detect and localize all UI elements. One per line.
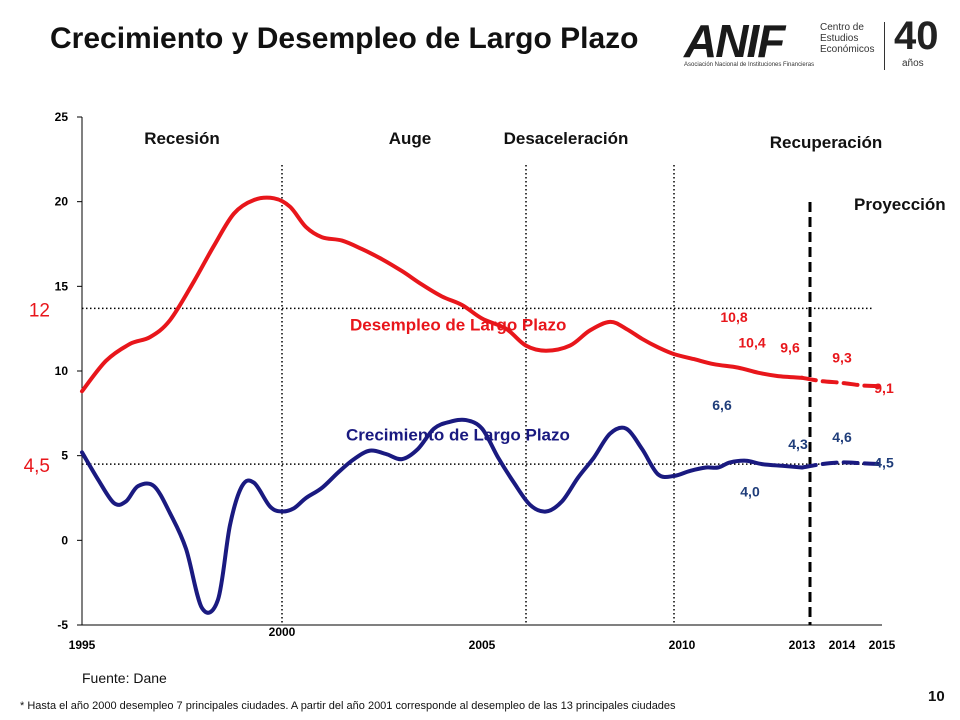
- reference-label: 4,5: [24, 456, 50, 477]
- series-label: Desempleo de Largo Plazo: [350, 315, 566, 334]
- projection-series-line: [800, 375, 884, 389]
- reference-label: 12: [29, 300, 50, 321]
- page-number: 10: [928, 688, 945, 705]
- data-label: 4,5: [874, 455, 894, 471]
- logo-anniversary-unit: años: [902, 58, 924, 69]
- x-tick-label: 2005: [469, 638, 496, 652]
- data-label: 4,0: [740, 483, 760, 499]
- series-line: [80, 417, 804, 615]
- data-label: 9,6: [780, 339, 800, 355]
- chart-title: Crecimiento y Desempleo de Largo Plazo: [50, 22, 639, 55]
- logo-center-name: Centro de Estudios Económicos: [820, 22, 874, 55]
- x-tick-label: 2010: [669, 638, 696, 652]
- x-tick-label: 2014: [829, 638, 856, 652]
- y-tick-label: 5: [61, 449, 68, 463]
- series-line: [80, 195, 804, 394]
- y-tick-label: 25: [55, 110, 69, 124]
- logo-center-line: Estudios: [820, 33, 859, 44]
- logo-center-line: Económicos: [820, 44, 875, 55]
- period-label: Recesión: [144, 129, 220, 148]
- source-note: Fuente: Dane: [82, 670, 167, 686]
- period-label: Proyección: [854, 195, 946, 214]
- data-label: 6,6: [712, 397, 732, 413]
- logo-subtitle: Asociación Nacional de Instituciones Fin…: [684, 62, 815, 68]
- data-label: 9,3: [832, 350, 852, 366]
- data-label: 4,3: [788, 436, 808, 452]
- logo-wordmark: ANIF: [684, 15, 785, 67]
- y-tick-label: 0: [61, 533, 68, 547]
- data-label: 9,1: [874, 380, 894, 396]
- y-tick-label: -5: [57, 618, 68, 632]
- footnote: * Hasta el año 2000 desempleo 7 principa…: [20, 700, 676, 712]
- period-label: Desaceleración: [504, 129, 629, 148]
- x-tick-label: 2013: [789, 638, 816, 652]
- data-label: 4,6: [832, 429, 852, 445]
- series-label: Crecimiento de Largo Plazo: [346, 425, 570, 444]
- data-label: 10,4: [738, 334, 765, 350]
- logo-anniversary: 40: [894, 14, 939, 58]
- logo-center-line: Centro de: [820, 22, 864, 33]
- y-tick-label: 10: [55, 364, 69, 378]
- x-tick-label: 1995: [69, 638, 96, 652]
- anif-logo: ANIF Asociación Nacional de Institucione…: [684, 8, 954, 70]
- logo-separator: [884, 22, 885, 70]
- period-label: Auge: [389, 129, 432, 148]
- data-label: 10,8: [720, 309, 747, 325]
- y-tick-label: 15: [55, 279, 69, 293]
- x-tick-label: 2015: [869, 638, 896, 652]
- period-label: Recuperación: [770, 133, 882, 152]
- y-tick-label: 20: [55, 195, 69, 209]
- projection-series-line: [800, 460, 884, 470]
- x-tick-label: 2000: [269, 625, 296, 639]
